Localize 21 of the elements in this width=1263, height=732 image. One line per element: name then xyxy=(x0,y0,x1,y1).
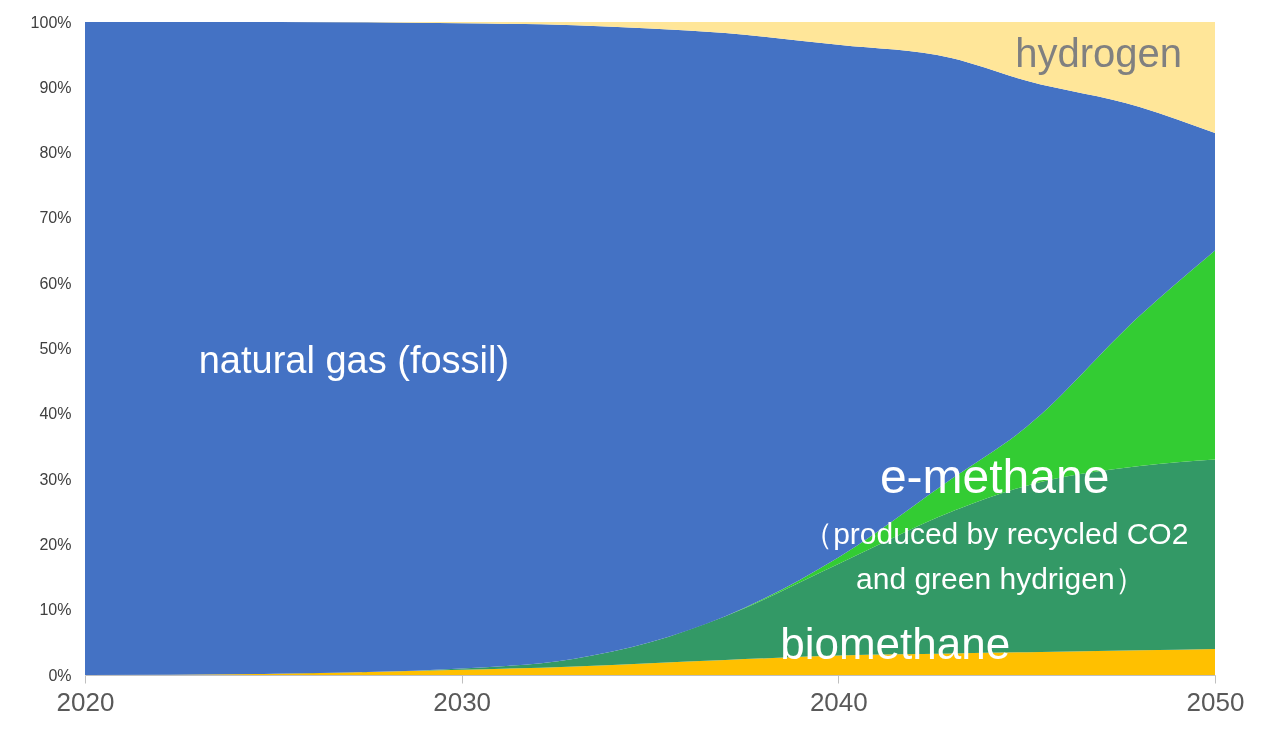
y-tick-label: 30% xyxy=(39,470,72,488)
y-tick-label: 60% xyxy=(39,274,72,292)
x-tick-label: 2020 xyxy=(56,686,115,717)
annotation: and green hydrigen） xyxy=(856,562,1145,596)
y-tick-label: 80% xyxy=(39,144,72,162)
y-tick-label: 50% xyxy=(39,340,72,357)
annotation: natural gas (fossil) xyxy=(198,338,510,381)
annotation: （produced by recycled CO2 xyxy=(803,516,1189,550)
y-tick-label: 0% xyxy=(48,666,72,684)
y-tick-label: 90% xyxy=(39,78,72,96)
annotation: hydrogen xyxy=(1015,30,1183,75)
y-tick-label: 70% xyxy=(39,209,72,227)
y-tick-label: 10% xyxy=(39,601,72,619)
y-tick-label: 100% xyxy=(30,13,72,31)
x-tick-label: 2050 xyxy=(1186,686,1245,717)
x-tick-label: 2030 xyxy=(433,686,492,717)
annotation: biomethane xyxy=(780,618,1011,668)
y-tick-label: 40% xyxy=(39,405,72,423)
annotation: e-methane xyxy=(879,450,1110,504)
x-tick-label: 2040 xyxy=(809,686,868,717)
y-tick-label: 20% xyxy=(39,535,72,553)
